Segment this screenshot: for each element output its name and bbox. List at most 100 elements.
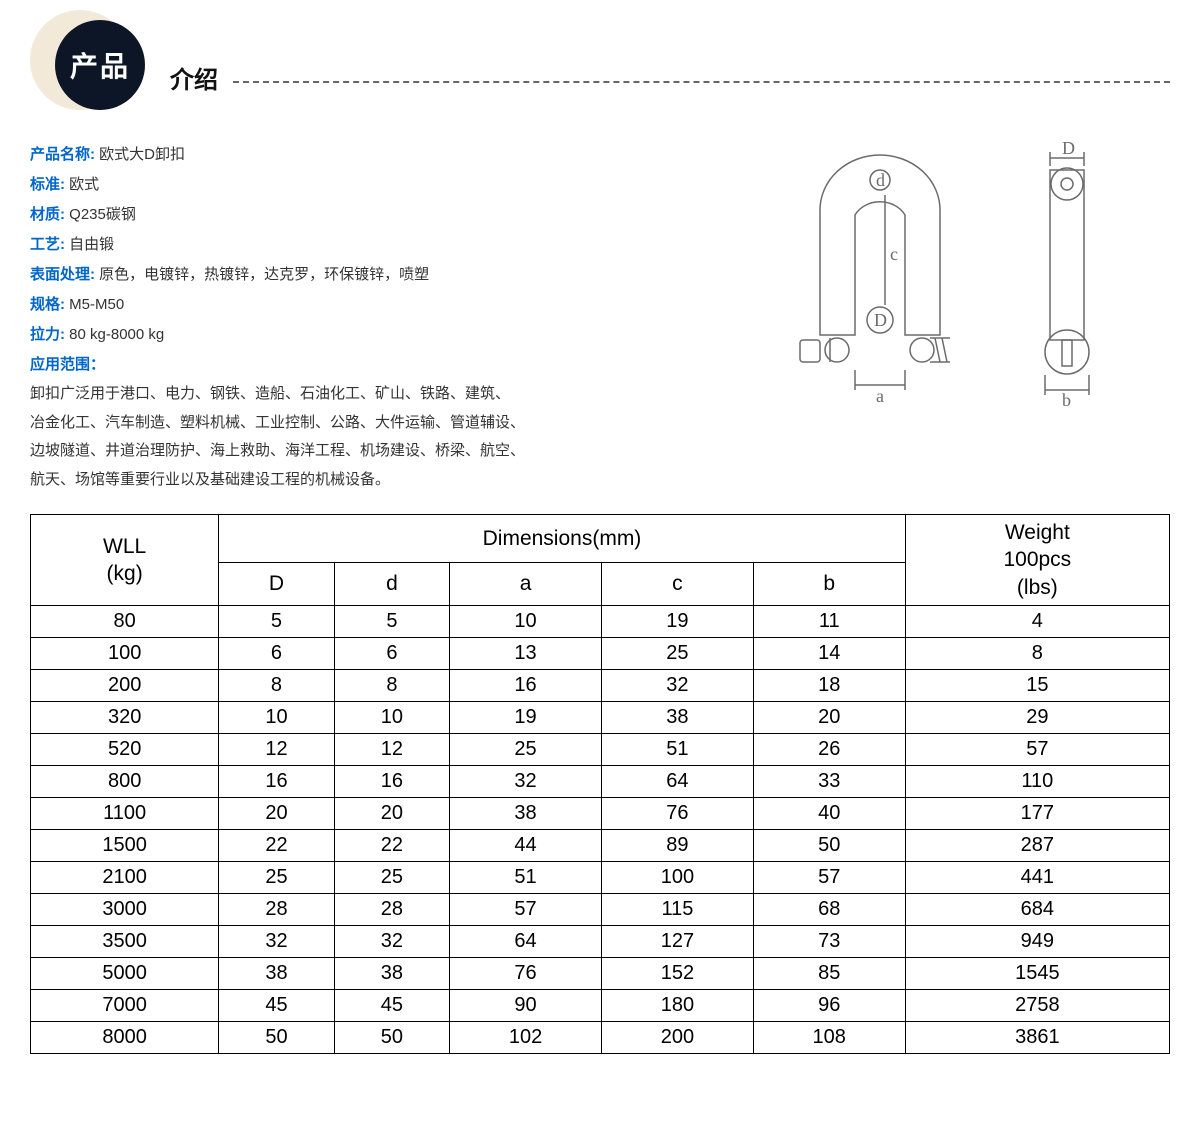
spec-row: 产品名称: 欧式大D卸扣: [30, 140, 720, 170]
table-cell: 949: [905, 925, 1169, 957]
table-cell: 102: [450, 1021, 602, 1053]
spec-row: 应用范围：: [30, 350, 720, 380]
table-cell: 50: [334, 1021, 449, 1053]
table-cell: 57: [753, 861, 905, 893]
table-row: 5000383876152851545: [31, 957, 1170, 989]
table-cell: 96: [753, 989, 905, 1021]
table-cell: 15: [905, 669, 1169, 701]
table-cell: 5: [334, 605, 449, 637]
table-cell: 2758: [905, 989, 1169, 1021]
table-cell: 11: [753, 605, 905, 637]
col-weight: Weight 100pcs (lbs): [905, 515, 1169, 606]
spec-row: 拉力: 80 kg-8000 kg: [30, 320, 720, 350]
table-cell: 10: [334, 701, 449, 733]
badge-text: 产品: [70, 45, 130, 85]
table-cell: 16: [334, 765, 449, 797]
table-row: 15002222448950287: [31, 829, 1170, 861]
table-cell: 32: [450, 765, 602, 797]
spec-value: 欧式: [65, 176, 99, 193]
app-line: 冶金化工、汽车制造、塑料机械、工业控制、公路、大件运输、管道辅设、: [30, 414, 525, 431]
table-cell: 20: [753, 701, 905, 733]
table-cell: 44: [450, 829, 602, 861]
badge-inner-circle: 产品: [55, 20, 145, 110]
table-cell: 68: [753, 893, 905, 925]
table-cell: 26: [753, 733, 905, 765]
spec-row: 材质: Q235碳钢: [30, 200, 720, 230]
table-cell: 22: [219, 829, 334, 861]
table-cell: 28: [219, 893, 334, 925]
col-dimensions: Dimensions(mm): [219, 515, 905, 563]
table-cell: 28: [334, 893, 449, 925]
table-cell: 10: [219, 701, 334, 733]
table-row: 7000454590180962758: [31, 989, 1170, 1021]
table-cell: 33: [753, 765, 905, 797]
table-cell: 19: [601, 605, 753, 637]
table-cell: 152: [601, 957, 753, 989]
table-cell: 8: [334, 669, 449, 701]
table-cell: 57: [450, 893, 602, 925]
table-cell: 20: [334, 797, 449, 829]
table-cell: 6: [219, 637, 334, 669]
spec-label: 表面处理:: [30, 266, 95, 283]
spec-value: Q235碳钢: [65, 206, 136, 223]
table-cell: 19: [450, 701, 602, 733]
col-D: D: [219, 562, 334, 605]
table-cell: 22: [334, 829, 449, 861]
table-cell: 38: [219, 957, 334, 989]
spec-row: 规格: M5-M50: [30, 290, 720, 320]
table-cell: 25: [334, 861, 449, 893]
table-row: 520121225512657: [31, 733, 1170, 765]
table-cell: 80: [31, 605, 219, 637]
table-cell: 10: [450, 605, 602, 637]
table-cell: 16: [450, 669, 602, 701]
spec-row: 工艺: 自由锻: [30, 230, 720, 260]
table-cell: 18: [753, 669, 905, 701]
spec-label: 拉力:: [30, 326, 65, 343]
spec-value: M5-M50: [65, 296, 124, 313]
spec-value: 自由锻: [65, 236, 114, 253]
col-b: b: [753, 562, 905, 605]
table-cell: 800: [31, 765, 219, 797]
table-cell: 6: [334, 637, 449, 669]
diagram-label-b: b: [1062, 390, 1071, 410]
table-cell: 1100: [31, 797, 219, 829]
table-row: 300028285711568684: [31, 893, 1170, 925]
table-row: 100661325148: [31, 637, 1170, 669]
app-line: 卸扣广泛用于港口、电力、钢铁、造船、石油化工、矿山、铁路、建筑、: [30, 385, 510, 402]
table-cell: 8: [219, 669, 334, 701]
specs-and-diagram: 产品名称: 欧式大D卸扣 标准: 欧式 材质: Q235碳钢 工艺: 自由锻 表…: [30, 140, 1170, 494]
table-head: WLL (kg) Dimensions(mm) Weight 100pcs (l…: [31, 515, 1170, 606]
table-cell: 45: [219, 989, 334, 1021]
table-cell: 100: [601, 861, 753, 893]
table-cell: 4: [905, 605, 1169, 637]
spec-label: 标准:: [30, 176, 65, 193]
table-row: 8001616326433110: [31, 765, 1170, 797]
diagram-label-d: d: [876, 170, 885, 190]
col-a: a: [450, 562, 602, 605]
table-cell: 29: [905, 701, 1169, 733]
table-row: 800050501022001083861: [31, 1021, 1170, 1053]
col-d: d: [334, 562, 449, 605]
table-cell: 85: [753, 957, 905, 989]
table-cell: 51: [601, 733, 753, 765]
spec-value: 原色，电镀锌，热镀锌，达克罗，环保镀锌，喷塑: [95, 266, 429, 283]
diagram-label-c: c: [890, 244, 898, 264]
table-cell: 13: [450, 637, 602, 669]
dimensions-table: WLL (kg) Dimensions(mm) Weight 100pcs (l…: [30, 514, 1170, 1054]
table-cell: 12: [219, 733, 334, 765]
table-cell: 25: [219, 861, 334, 893]
table-body: 8055101911410066132514820088163218153201…: [31, 605, 1170, 1053]
table-cell: 5000: [31, 957, 219, 989]
table-cell: 180: [601, 989, 753, 1021]
col-wll: WLL (kg): [31, 515, 219, 606]
table-cell: 32: [334, 925, 449, 957]
table-cell: 76: [450, 957, 602, 989]
app-line: 航天、场馆等重要行业以及基础建设工程的机械设备。: [30, 471, 390, 488]
table-cell: 40: [753, 797, 905, 829]
table-cell: 76: [601, 797, 753, 829]
table-cell: 108: [753, 1021, 905, 1053]
table-cell: 441: [905, 861, 1169, 893]
table-row: 210025255110057441: [31, 861, 1170, 893]
spec-label: 工艺:: [30, 236, 65, 253]
spec-list: 产品名称: 欧式大D卸扣 标准: 欧式 材质: Q235碳钢 工艺: 自由锻 表…: [30, 140, 720, 494]
